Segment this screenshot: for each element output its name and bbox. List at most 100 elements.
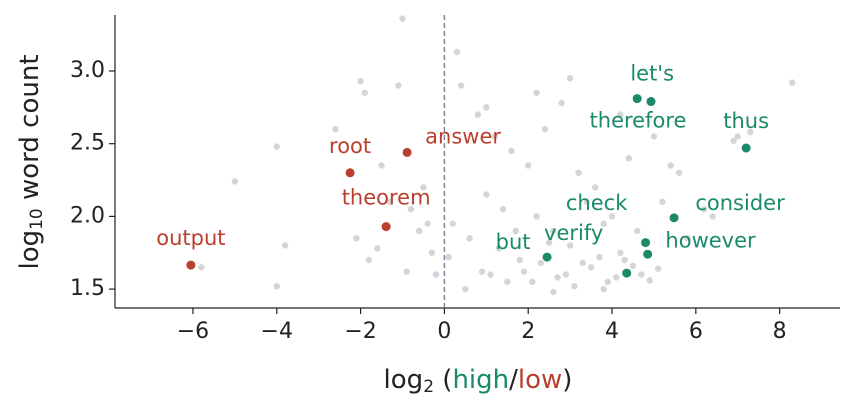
point [554,274,561,281]
point-label: however [665,229,756,253]
point [487,271,494,278]
point [629,262,637,270]
point [550,227,557,235]
point [520,268,528,275]
x-tick-label: −6 [177,319,209,344]
point [462,285,469,293]
point [395,82,402,89]
y-axis-label: log10 word count [15,54,48,269]
point [646,277,653,284]
point [537,259,544,267]
highlight-point [542,252,552,262]
highlight-point [345,168,355,178]
point [608,213,616,220]
point [466,235,473,242]
point [650,133,658,140]
point [659,198,666,206]
point [525,162,532,169]
point-label: theorem [342,186,431,210]
x-tick-label: −4 [261,319,293,344]
point [566,75,574,82]
highlight-point [402,147,412,157]
point [399,15,406,22]
x-tick-label: 6 [689,319,703,344]
x-label-low: low [518,365,562,395]
y-label-base: log [15,230,45,270]
point [667,162,674,169]
point [583,198,591,206]
x-tick-label: 4 [605,319,619,344]
y-tick-label: 2.0 [70,203,105,228]
point [353,235,360,242]
point [541,125,549,133]
point-label: but [496,230,531,254]
point [596,253,603,261]
point [407,205,415,213]
x-tick-label: 2 [521,319,535,344]
point [592,184,599,191]
point [478,268,486,275]
x-label-base: log [384,365,424,395]
highlight-point [186,260,196,270]
point [231,178,239,185]
point [273,282,280,290]
point [533,89,540,96]
point [600,285,607,293]
point-label: root [329,134,371,158]
point [730,137,737,144]
highlight-point [632,94,642,104]
point [529,278,536,286]
point [617,249,624,256]
y-tick-label: 2.5 [70,131,105,156]
point [483,104,490,111]
x-label-sub: 2 [423,377,434,397]
point [499,205,507,213]
point [403,268,410,275]
point-label: answer [425,124,501,148]
point [558,99,565,107]
point [357,77,364,85]
point-label: thus [723,109,769,133]
highlight-point [669,213,679,223]
point [613,274,620,281]
point [512,227,519,235]
point [533,213,540,220]
point [575,169,582,176]
x-axis-label: log2 (high/low) [384,365,573,398]
highlight-point [643,249,653,259]
point [633,227,641,235]
point [621,256,628,264]
point [701,205,708,213]
point [638,271,645,278]
point [374,245,381,252]
point [566,242,574,249]
point [483,191,490,198]
point [562,271,570,278]
point [789,79,796,86]
point [378,162,385,169]
point [604,278,612,286]
point [273,143,280,150]
point [747,128,754,136]
x-label-close: ) [562,365,572,395]
point [445,253,452,261]
point [675,169,683,176]
point [453,48,461,56]
point [709,213,716,220]
point [579,259,586,267]
point [617,111,624,118]
point [587,264,595,271]
highlight-point [641,238,651,248]
x-label-high: high [452,365,509,395]
point [504,278,511,286]
y-tick-label: 3.0 [70,58,105,83]
y-label-rest: word count [15,54,45,208]
point [684,235,691,242]
x-label-open: ( [434,365,452,395]
x-label-slash: / [509,365,518,395]
point [474,111,482,118]
point [491,133,498,140]
point [428,249,436,256]
point [416,227,423,235]
